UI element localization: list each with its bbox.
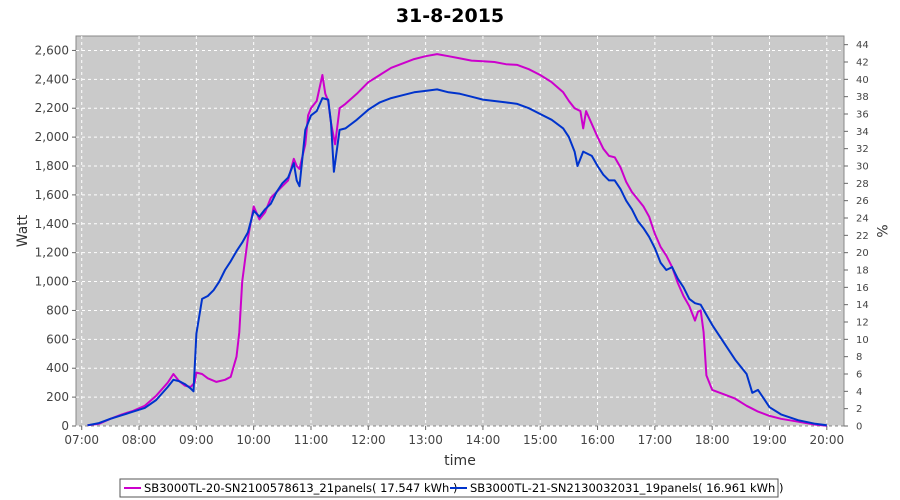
y2-tick-label: 18: [856, 266, 869, 277]
x-tick-label: 07:00: [64, 433, 99, 447]
y-tick-label: 2,200: [35, 101, 69, 115]
y2-tick-label: 24: [856, 214, 869, 225]
y2-tick-label: 26: [856, 196, 869, 207]
x-axis-label: time: [444, 453, 476, 469]
series-line-2: [87, 88, 827, 427]
plot-background: [75, 35, 845, 427]
x-tick-label: 10:00: [236, 433, 271, 447]
legend-box: [119, 478, 779, 498]
series-lines: [87, 53, 827, 427]
y2-tick-label: 42: [856, 58, 869, 69]
chart-title: 31-8-2015: [396, 5, 504, 27]
legend-label-series-1: SB3000TL-20-SN2100578613_21panels( 17.54…: [144, 481, 457, 495]
x-tick-label: 18:00: [695, 433, 730, 447]
y-tick-label: 800: [46, 303, 69, 317]
y2-tick-label: 12: [856, 318, 869, 329]
y-tick-label: 0: [61, 419, 69, 433]
y2-tick-label: 16: [856, 283, 869, 294]
y-tick-label: 1,000: [35, 275, 69, 289]
y-tick-label: 200: [46, 390, 69, 404]
y-tick-label: 600: [46, 332, 69, 346]
series-line-1: [87, 53, 827, 427]
y-axis-label: Watt: [15, 214, 31, 247]
y2-tick-label: 4: [856, 387, 862, 398]
y2-tick-label: 30: [856, 162, 869, 173]
y2-tick-label: 2: [856, 404, 862, 415]
y2-tick-label: 6: [856, 370, 862, 381]
y-tick-label: 2,000: [35, 130, 69, 144]
y2-tick-label: 8: [856, 352, 862, 363]
x-tick-label: 13:00: [408, 433, 443, 447]
y-tick-label: 400: [46, 361, 69, 375]
y2-tick-label: 14: [856, 300, 869, 311]
y2-axis-ticks: 0246810121416182022242628303234363840424…: [844, 40, 869, 433]
x-axis-ticks: 07:00 08:00 09:00 10:00 11:00 12:00 13:00 14:00…: [64, 426, 844, 447]
x-tick-label: 09:00: [179, 433, 214, 447]
x-tick-label: 19:00: [752, 433, 787, 447]
y2-tick-label: 32: [856, 144, 869, 155]
x-tick-label: 12:00: [351, 433, 386, 447]
y-axis-ticks: 0 200 400 600 800 1,000 1,200 1,400 1,600 1,800 2,…: [35, 43, 76, 433]
y2-tick-label: 22: [856, 231, 869, 242]
y2-tick-label: 38: [856, 92, 869, 103]
grid-horizontal: [76, 49, 844, 427]
y-tick-label: 2,400: [35, 72, 69, 86]
y2-tick-label: 20: [856, 248, 869, 259]
y2-tick-label: 36: [856, 110, 869, 121]
x-tick-label: 14:00: [466, 433, 501, 447]
y2-tick-label: 34: [856, 127, 869, 138]
y-tick-label: 1,800: [35, 159, 69, 173]
y-tick-label: 1,200: [35, 246, 69, 260]
x-tick-label: 11:00: [294, 433, 329, 447]
y-tick-label: 1,400: [35, 217, 69, 231]
y2-axis-label: %: [873, 224, 889, 237]
legend-label-series-2: SB3000TL-21-SN2130032031_19panels( 16.96…: [470, 481, 783, 495]
x-tick-label: 08:00: [122, 433, 157, 447]
x-tick-label: 16:00: [580, 433, 615, 447]
y-tick-label: 1,600: [35, 188, 69, 202]
y2-tick-label: 28: [856, 179, 869, 190]
x-tick-label: 17:00: [638, 433, 673, 447]
x-tick-label: 15:00: [523, 433, 558, 447]
y2-tick-label: 0: [856, 422, 862, 433]
y2-tick-label: 40: [856, 75, 869, 86]
y-tick-label: 2,600: [35, 43, 69, 57]
y2-tick-label: 10: [856, 335, 869, 346]
x-tick-label: 20:00: [810, 433, 845, 447]
y2-tick-label: 44: [856, 40, 869, 51]
legend: SB3000TL-20-SN2100578613_21panels( 17.54…: [119, 478, 783, 498]
